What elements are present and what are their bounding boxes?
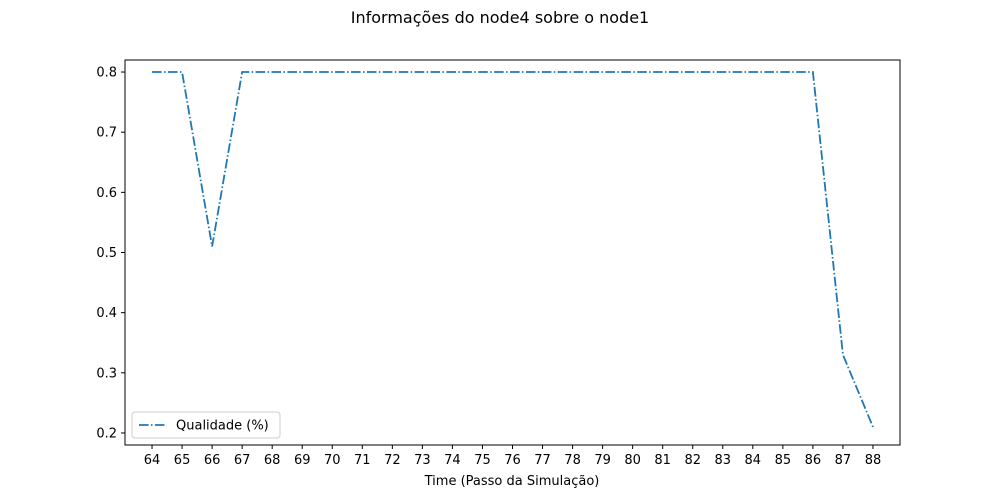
x-tick-label: 68 [264,453,281,468]
x-axis-label: Time (Passo da Simulação) [424,474,600,489]
x-tick-label: 77 [534,453,551,468]
y-tick-label: 0.5 [96,246,117,261]
x-tick-label: 66 [204,453,221,468]
x-tick-label: 83 [714,453,731,468]
chart-title: Informações do node4 sobre o node1 [351,8,649,27]
x-tick-label: 73 [414,453,431,468]
plot-frame [124,59,901,446]
y-tick-label: 0.3 [96,366,117,381]
x-tick-label: 84 [745,453,762,468]
x-tick-label: 79 [594,453,611,468]
legend: Qualidade (%) [131,411,281,439]
x-tick-label: 78 [564,453,581,468]
y-tick-label: 0.8 [96,66,117,81]
plot-area [124,59,901,446]
y-tick-label: 0.6 [96,186,117,201]
x-tick-label: 74 [444,453,461,468]
x-tick-label: 69 [294,453,311,468]
y-axis: 0.2 0.3 0.4 0.5 0.6 0.7 0.8 [96,66,125,441]
x-axis: 64 65 66 67 68 69 70 71 72 73 74 75 76 77 78 79 80 81 82 83… [144,445,881,468]
y-tick-label: 0.2 [96,426,117,441]
x-tick-label: 65 [174,453,191,468]
x-tick-label: 88 [865,453,882,468]
x-tick-label: 72 [384,453,401,468]
x-tick-label: 80 [624,453,641,468]
y-tick-label: 0.4 [96,306,117,321]
legend-label: Qualidade (%) [176,419,269,434]
series-layer [152,71,874,428]
x-tick-label: 71 [354,453,371,468]
x-tick-label: 86 [805,453,822,468]
series-line [152,71,874,428]
x-tick-label: 87 [835,453,852,468]
x-tick-label: 81 [654,453,671,468]
y-tick-label: 0.7 [96,126,117,141]
x-tick-label: 70 [324,453,341,468]
x-tick-label: 82 [684,453,701,468]
x-tick-label: 64 [144,453,161,468]
x-tick-label: 75 [474,453,491,468]
x-tick-label: 85 [775,453,792,468]
legend-box [131,411,281,439]
x-tick-label: 76 [504,453,521,468]
x-tick-label: 67 [234,453,251,468]
